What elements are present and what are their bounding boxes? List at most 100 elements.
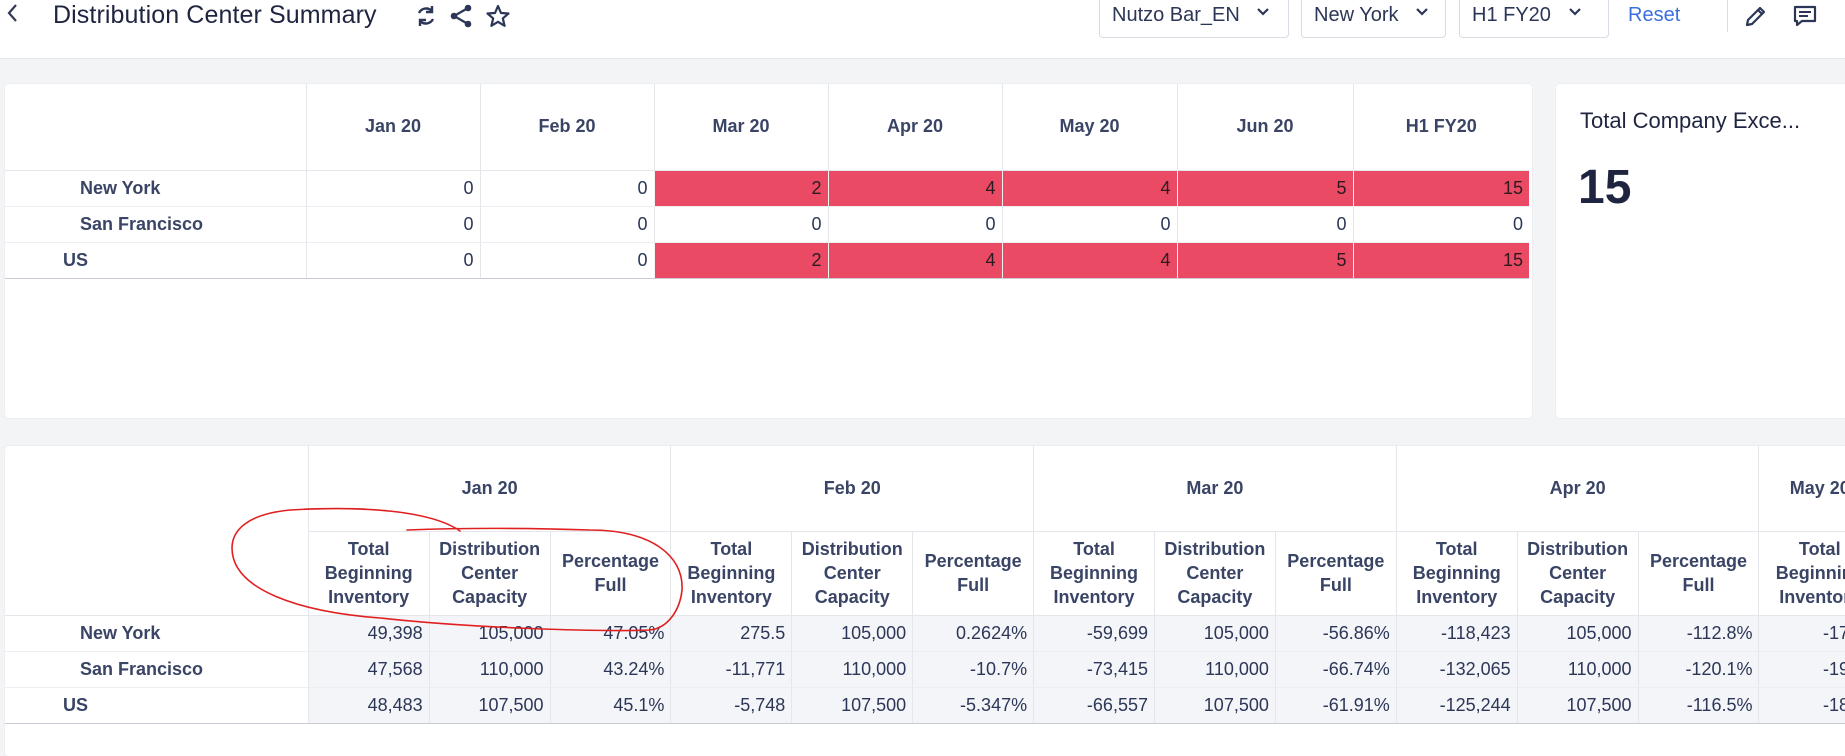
table-cell[interactable]: 15 xyxy=(1352,242,1529,279)
table-cell[interactable]: 0 xyxy=(305,242,480,279)
edit-icon[interactable] xyxy=(1743,3,1769,29)
table-cell[interactable]: 4 xyxy=(1001,170,1177,207)
table-cell[interactable]: 5 xyxy=(1176,170,1353,207)
period-filter-dropdown[interactable]: H1 FY20 xyxy=(1459,0,1609,38)
table-cell[interactable]: -66,557 xyxy=(1033,687,1155,724)
refresh-icon[interactable] xyxy=(413,3,439,29)
table-cell[interactable]: -56.86% xyxy=(1274,615,1397,652)
table-cell[interactable]: 48,483 xyxy=(307,687,430,724)
table-cell[interactable]: 0 xyxy=(1001,206,1177,243)
kpi-title: Total Company Exce... xyxy=(1580,108,1801,133)
table-cell[interactable]: 275.5 xyxy=(670,615,792,652)
table-cell[interactable]: -191,9 xyxy=(1758,651,1845,688)
table-cell[interactable]: 105,000 xyxy=(1153,615,1276,652)
table-cell[interactable]: 110,000 xyxy=(428,651,551,688)
table-cell[interactable]: 0 xyxy=(479,242,654,279)
table-cell[interactable]: -118,423 xyxy=(1395,615,1518,652)
row-label[interactable]: New York xyxy=(5,615,309,652)
table-cell[interactable]: 0 xyxy=(653,206,828,243)
month-header: May 20 xyxy=(1758,446,1845,532)
chevron-down-icon xyxy=(1257,8,1270,16)
table-cell[interactable]: 107,500 xyxy=(791,687,913,724)
measure-header: Percentage Full xyxy=(549,531,671,616)
reset-button[interactable]: Reset xyxy=(1628,4,1681,26)
table-cell[interactable]: 105,000 xyxy=(791,615,913,652)
table-cell[interactable]: 0 xyxy=(305,170,480,207)
table-cell[interactable]: -116.5% xyxy=(1637,687,1759,724)
column-header: H1 FY20 xyxy=(1352,84,1529,171)
table-cell[interactable]: 105,000 xyxy=(1516,615,1639,652)
product-filter-dropdown[interactable]: Nutzo Bar_EN xyxy=(1099,0,1289,38)
table-cell[interactable]: -61.91% xyxy=(1274,687,1397,724)
table-cell[interactable]: -5,748 xyxy=(670,687,792,724)
table-cell[interactable]: 4 xyxy=(827,170,1002,207)
table-cell[interactable]: -59,699 xyxy=(1033,615,1155,652)
table-cell[interactable]: -120.1% xyxy=(1637,651,1759,688)
table-cell[interactable]: 2 xyxy=(653,242,828,279)
table-row: San Francisco 47,568 110,000 43.24% -11,771 1… xyxy=(5,651,1845,688)
column-header: Apr 20 xyxy=(827,84,1002,171)
table-cell[interactable]: -11,771 xyxy=(670,651,792,688)
table-cell[interactable]: 0 xyxy=(479,170,654,207)
exceptions-grid: Jan 20 Feb 20 Mar 20 Apr 20 May 20 Jun 2… xyxy=(5,84,1529,279)
table-cell[interactable]: 2 xyxy=(653,170,828,207)
table-cell[interactable]: 0 xyxy=(479,206,654,243)
table-row: US 48,483 107,500 45.1% -5,748 107,500 -5.347%… xyxy=(5,687,1845,724)
header-divider xyxy=(1727,0,1728,32)
table-cell[interactable]: 110,000 xyxy=(1516,651,1639,688)
table-cell[interactable]: 0 xyxy=(1176,206,1353,243)
table-cell[interactable]: 107,500 xyxy=(1516,687,1639,724)
table-cell[interactable]: 4 xyxy=(827,242,1002,279)
measure-header: Total Beginning Inventory xyxy=(1758,531,1845,616)
table-cell[interactable]: 43.24% xyxy=(549,651,671,688)
table-cell[interactable]: 4 xyxy=(1001,242,1177,279)
column-header: Jun 20 xyxy=(1176,84,1353,171)
table-cell[interactable]: -178,7 xyxy=(1758,615,1845,652)
page-title: Distribution Center Summary xyxy=(53,1,377,29)
table-cell[interactable]: 107,500 xyxy=(1153,687,1276,724)
table-cell[interactable]: 49,398 xyxy=(307,615,430,652)
row-label[interactable]: San Francisco xyxy=(5,651,309,688)
exceptions-header-row: Jan 20 Feb 20 Mar 20 Apr 20 May 20 Jun 2… xyxy=(5,84,1529,171)
table-cell[interactable]: 45.1% xyxy=(549,687,671,724)
dashboard-header: Distribution Center Summary Nutzo Bar_EN… xyxy=(0,0,1845,59)
comment-icon[interactable] xyxy=(1792,3,1818,29)
table-row: New York 0 0 2 4 4 5 15 xyxy=(5,170,1529,207)
row-label[interactable]: New York xyxy=(5,170,306,207)
row-label[interactable]: San Francisco xyxy=(5,206,306,243)
inventory-grid: Jan 20 Feb 20 Mar 20 Apr 20 May 20 Total Beg… xyxy=(5,446,1845,724)
chevron-down-icon xyxy=(1568,8,1581,16)
month-header: Feb 20 xyxy=(670,446,1034,532)
table-cell[interactable]: 47.05% xyxy=(549,615,671,652)
table-cell[interactable]: -10.7% xyxy=(912,651,1034,688)
table-cell[interactable]: -66.74% xyxy=(1274,651,1397,688)
table-cell[interactable]: 105,000 xyxy=(428,615,551,652)
star-icon[interactable] xyxy=(485,3,511,29)
row-label[interactable]: US xyxy=(5,687,309,724)
row-label[interactable]: US xyxy=(5,242,306,279)
table-row: New York 49,398 105,000 47.05% 275.5 105,000 0… xyxy=(5,615,1845,652)
chevron-left-icon[interactable] xyxy=(6,2,24,26)
table-cell[interactable]: -132,065 xyxy=(1395,651,1518,688)
measure-header: Total Beginning Inventory xyxy=(1395,531,1518,616)
table-cell[interactable]: -5.347% xyxy=(912,687,1034,724)
table-cell[interactable]: 0 xyxy=(827,206,1002,243)
table-cell[interactable]: -185,3 xyxy=(1758,687,1845,724)
table-cell[interactable]: -125,244 xyxy=(1395,687,1518,724)
table-cell[interactable]: 110,000 xyxy=(1153,651,1276,688)
table-cell[interactable]: 107,500 xyxy=(428,687,551,724)
table-cell[interactable]: 0 xyxy=(305,206,480,243)
share-icon[interactable] xyxy=(448,3,474,29)
table-cell[interactable]: -73,415 xyxy=(1033,651,1155,688)
table-cell[interactable]: 47,568 xyxy=(307,651,430,688)
table-cell[interactable]: 110,000 xyxy=(791,651,913,688)
column-header: Jan 20 xyxy=(305,84,480,171)
location-filter-dropdown[interactable]: New York xyxy=(1301,0,1446,38)
table-cell[interactable]: 5 xyxy=(1176,242,1353,279)
table-cell[interactable]: -112.8% xyxy=(1637,615,1759,652)
table-cell[interactable]: 0 xyxy=(1352,206,1529,243)
table-cell[interactable]: 0.2624% xyxy=(912,615,1034,652)
table-row: US 0 0 2 4 4 5 15 xyxy=(5,242,1529,279)
measure-header: Percentage Full xyxy=(912,531,1034,616)
table-cell[interactable]: 15 xyxy=(1352,170,1529,207)
